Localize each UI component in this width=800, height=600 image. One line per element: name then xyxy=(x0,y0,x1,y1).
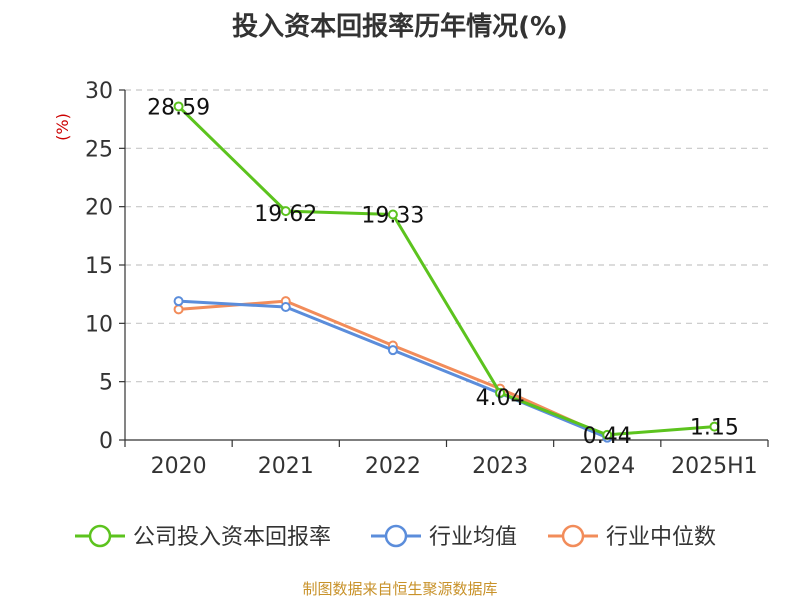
legend-entry-label[interactable]: 行业均值 xyxy=(429,525,517,550)
data-labels: 28.59 19.62 19.33 4.04 0.44 1.15 xyxy=(147,95,739,448)
x-tick-label: 2023 xyxy=(472,454,528,479)
series-line xyxy=(177,105,715,437)
y-tick-label: 15 xyxy=(85,254,113,279)
y-tick-label: 10 xyxy=(85,312,113,337)
gridlines xyxy=(125,89,768,383)
data-label: 1.15 xyxy=(690,416,739,441)
x-tick-label: 2021 xyxy=(258,454,314,479)
data-point xyxy=(173,296,184,307)
data-label: 28.59 xyxy=(147,95,210,120)
legend-swatch-marker xyxy=(88,524,112,548)
data-point xyxy=(387,209,398,220)
data-label: 19.62 xyxy=(254,202,317,227)
data-point xyxy=(709,421,720,432)
series-line xyxy=(178,299,608,440)
data-label: 0.44 xyxy=(583,424,632,449)
data-point xyxy=(280,302,291,312)
series-lines xyxy=(173,101,720,443)
x-tick-label: 2020 xyxy=(151,454,207,479)
data-label: 19.33 xyxy=(361,203,424,228)
data-point xyxy=(602,429,613,440)
data-point xyxy=(173,101,184,112)
chart-title: 投入资本回报率历年情况(%) xyxy=(232,12,568,42)
y-tick-label: 30 xyxy=(85,79,113,104)
x-tick-label: 2025H1 xyxy=(671,454,758,479)
data-point xyxy=(280,206,291,217)
legend-swatch-marker xyxy=(384,524,408,548)
series-line xyxy=(178,299,608,438)
legend-entry-label[interactable]: 行业中位数 xyxy=(606,525,716,550)
axes: 0 5 10 15 20 25 30 2020 2021 2022 2023 2024 2025H1 xyxy=(85,79,769,479)
data-label: 4.04 xyxy=(476,386,525,411)
legend: 公司投入资本回报率 行业均值 行业中位数 xyxy=(75,524,716,550)
legend-swatch-marker xyxy=(561,524,585,548)
y-tick-label: 20 xyxy=(85,196,113,221)
source-note: 制图数据来自恒生聚源数据库 xyxy=(302,580,498,598)
data-point xyxy=(495,387,506,398)
x-tick-label: 2024 xyxy=(579,454,635,479)
y-axis-label: (%) xyxy=(53,113,72,141)
y-tick-label: 5 xyxy=(99,371,113,396)
legend-entry-label[interactable]: 公司投入资本回报率 xyxy=(133,525,331,550)
data-point xyxy=(387,345,398,356)
x-tick-label: 2022 xyxy=(365,454,421,479)
y-tick-label: 0 xyxy=(99,429,113,454)
y-tick-label: 25 xyxy=(85,137,113,162)
data-point xyxy=(173,304,184,315)
